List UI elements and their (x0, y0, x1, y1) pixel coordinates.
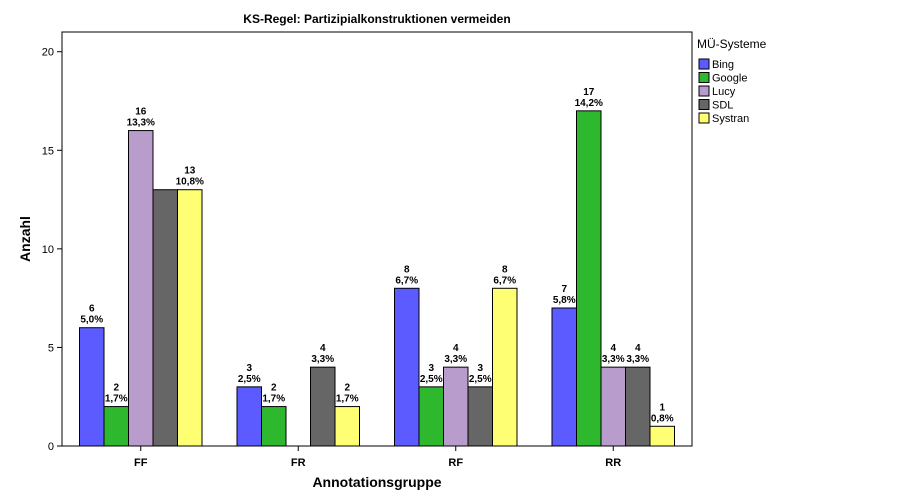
y-axis: 0 5 10 15 20 (42, 47, 62, 453)
data-label-percent: 3,3% (602, 354, 625, 365)
x-axis: FF FR RF RR (134, 446, 621, 469)
data-label-percent: 2,5% (238, 374, 261, 385)
data-label-count: 3 (428, 363, 434, 374)
data-label-percent: 6,7% (493, 275, 516, 286)
data-label-count: 2 (113, 383, 119, 394)
bar-lucy-ff (128, 130, 154, 447)
bar-sdl-rf (467, 386, 493, 447)
data-label-count: 4 (610, 343, 616, 354)
data-label-percent: 5,8% (553, 295, 576, 306)
bar-google-fr (261, 406, 287, 447)
legend-swatch-sdl (698, 99, 710, 110)
bar-sdl-fr (310, 366, 336, 447)
data-label-count: 1 (659, 402, 665, 413)
data-label-percent: 13,3% (127, 118, 155, 129)
x-tick-label: RR (605, 457, 621, 469)
legend-swatch-google (698, 72, 710, 83)
legend-title: MÜ-Systeme (697, 37, 767, 51)
legend-swatch-lucy (698, 85, 710, 97)
bar-bing-rf (394, 287, 420, 447)
bar-systran-ff (177, 189, 203, 447)
data-label-percent: 6,7% (395, 275, 418, 286)
data-label-percent: 1,7% (336, 394, 359, 405)
data-label-percent: 10,8% (176, 177, 204, 188)
legend-swatch-systran (698, 112, 710, 124)
y-tick-label: 0 (48, 441, 54, 453)
data-label-count: 3 (246, 363, 252, 374)
data-label-percent: 2,5% (420, 374, 443, 385)
data-label-count: 8 (502, 264, 508, 275)
data-label-percent: 0,8% (651, 413, 674, 424)
y-tick-label: 5 (48, 342, 54, 354)
y-tick-label: 10 (42, 244, 54, 256)
data-label-count: 2 (271, 383, 277, 394)
bar-bing-ff (79, 327, 105, 447)
data-label-count: 3 (477, 363, 483, 374)
data-label-percent: 3,3% (444, 354, 467, 365)
bar-sdl-ff (152, 189, 178, 447)
bar-bing-fr (236, 386, 262, 447)
legend-label-systran: Systran (712, 113, 749, 125)
y-axis-title: Anzahl (17, 216, 33, 262)
data-label-count: 17 (583, 87, 595, 98)
x-tick-label: FF (134, 457, 148, 469)
x-tick-label: FR (291, 457, 306, 469)
data-label-percent: 14,2% (575, 98, 603, 109)
legend-label-google: Google (712, 73, 747, 85)
data-label-count: 4 (453, 343, 459, 354)
bar-systran-rr (649, 425, 675, 447)
y-tick-label: 20 (42, 47, 54, 59)
bar-bing-rr (551, 307, 577, 447)
data-label-percent: 3,3% (311, 354, 334, 365)
chart-title: KS-Regel: Partizipialkonstruktionen verm… (243, 12, 510, 26)
data-label-percent: 1,7% (262, 394, 285, 405)
data-label-percent: 1,7% (105, 394, 128, 405)
data-label-count: 7 (561, 284, 567, 295)
data-label-count: 16 (135, 107, 147, 118)
bar-google-rr (576, 110, 602, 447)
bars (79, 110, 675, 447)
data-label-count: 13 (184, 166, 196, 177)
x-tick-label: RF (448, 457, 463, 469)
data-label-count: 6 (89, 304, 95, 315)
legend-label-lucy: Lucy (712, 86, 736, 98)
bar-systran-rf (492, 287, 518, 447)
data-label-count: 8 (404, 264, 410, 275)
y-tick-label: 15 (42, 145, 54, 157)
data-label-count: 2 (344, 383, 350, 394)
bar-lucy-rf (443, 366, 469, 447)
bar-sdl-rr (625, 366, 651, 447)
data-labels: 65,0%21,7%1613,3%1310,8%32,5%21,7%43,3%2… (80, 87, 673, 424)
data-label-percent: 2,5% (469, 374, 492, 385)
bar-lucy-rr (600, 366, 626, 447)
legend-swatch-bing (698, 58, 710, 70)
bar-google-rf (418, 386, 444, 447)
bar-systran-fr (334, 406, 360, 447)
data-label-count: 4 (320, 343, 326, 354)
bar-google-ff (103, 406, 129, 447)
legend-label-bing: Bing (712, 59, 734, 71)
legend-label-sdl: SDL (712, 100, 733, 112)
data-label-count: 4 (635, 343, 641, 354)
x-axis-title: Annotationsgruppe (312, 474, 441, 490)
data-label-percent: 3,3% (626, 354, 649, 365)
data-label-percent: 5,0% (80, 315, 103, 326)
